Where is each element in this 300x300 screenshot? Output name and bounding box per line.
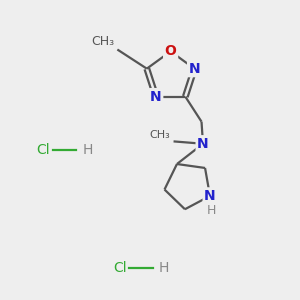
Text: O: O <box>165 44 176 58</box>
Text: N: N <box>150 90 162 104</box>
Text: CH₃: CH₃ <box>91 35 114 48</box>
Text: N: N <box>197 137 209 151</box>
Text: H: H <box>207 204 216 217</box>
Text: N: N <box>189 62 200 76</box>
Text: Cl: Cl <box>113 261 126 275</box>
Text: H: H <box>159 261 169 275</box>
Text: N: N <box>204 189 216 203</box>
Text: Cl: Cl <box>36 143 50 157</box>
Text: H: H <box>82 143 93 157</box>
Text: CH₃: CH₃ <box>150 130 171 140</box>
